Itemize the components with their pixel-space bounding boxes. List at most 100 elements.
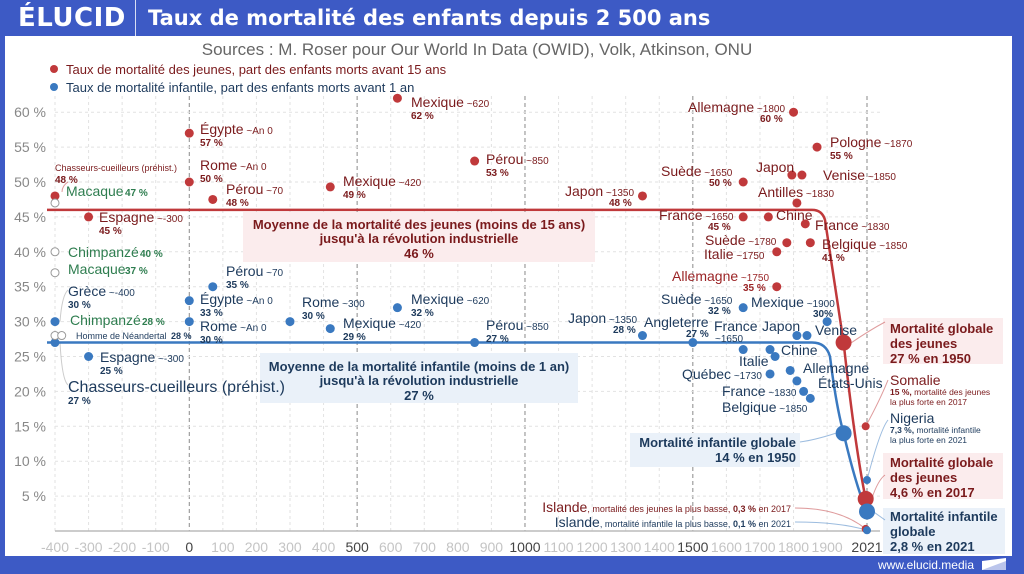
youth-point (637, 191, 647, 201)
point-value-label: 37 % (125, 266, 148, 277)
point-label: Suède ~1650 (661, 163, 733, 179)
infant-point (50, 338, 60, 348)
point-label: Suède ~1780 (705, 232, 777, 248)
y-tick-label: 45 % (14, 209, 46, 225)
elucid-logo: ÉLUCID (18, 3, 126, 33)
x-tick-label: 400 (312, 539, 336, 555)
point-label: Pérou ~70 (226, 181, 284, 197)
infant-point (802, 331, 812, 341)
point-label: Macaque (68, 261, 126, 277)
infant-point (84, 352, 94, 361)
point-value-label: 32 % (411, 308, 434, 319)
infant-point (285, 317, 295, 327)
x-tick-label: -400 (41, 539, 69, 555)
infant-point (859, 503, 875, 520)
infant-point (770, 352, 780, 361)
point-date-label: ~1650 (715, 334, 744, 345)
x-tick-label: 0 (185, 539, 193, 555)
x-tick-label: -300 (75, 539, 103, 555)
leader-hunter-infant (59, 342, 69, 386)
point-label: Pérou ~850 (486, 151, 549, 167)
youth-point (325, 182, 335, 192)
youth-point (787, 170, 797, 180)
point-label: Espagne ~-300 (99, 209, 183, 225)
x-tick-label: -200 (108, 539, 136, 555)
youth-point (857, 490, 874, 507)
infant-point (208, 282, 218, 292)
point-value-label: 50 % (200, 174, 223, 185)
point-label: Mexique ~620 (411, 291, 490, 307)
youth-1950-box (883, 318, 1003, 364)
x-tick-label: 600 (379, 539, 403, 555)
nigeria-note: 7,3 %, mortalité infantile (890, 425, 981, 435)
point-value-label: 47 % (125, 188, 148, 199)
infant-average-box (260, 353, 578, 403)
infant-point (822, 317, 832, 327)
point-label: Japon ~1350 (565, 183, 634, 199)
point-value-label: 32 % (708, 306, 731, 317)
infant-point (765, 369, 775, 379)
point-label: Pologne ~1870 (830, 134, 913, 150)
x-tick-label: 900 (480, 539, 504, 555)
header-divider (135, 0, 136, 36)
footer-url[interactable]: www.elucid.media (877, 558, 974, 572)
infant-point (184, 296, 194, 306)
point-value-label: 62 % (411, 111, 434, 122)
infant-point (470, 338, 480, 348)
point-label: Italie ~1750 (704, 246, 765, 262)
infant-point (637, 331, 647, 341)
youth-point (470, 156, 480, 166)
youth-average-title: Moyenne de la mortalité des jeunes (moin… (253, 217, 585, 232)
point-label: Belgique ~1850 (722, 399, 808, 415)
x-tick-label: 1900 (812, 539, 843, 555)
leader-islande-youth (794, 507, 866, 530)
point-label: Égypte ~An 0 (200, 291, 273, 307)
infant-point (765, 345, 775, 355)
youth-1950-annotation: Mortalité globale (890, 321, 993, 336)
infant-1950-annotation: Mortalité infantile globale (639, 435, 796, 450)
primate-point (50, 268, 60, 278)
youth-point (772, 247, 782, 257)
point-value-label: 48 % (55, 175, 78, 186)
point-label: Mexique ~1900 (751, 294, 835, 310)
point-label: Pérou ~850 (486, 317, 549, 333)
y-tick-label: 30 % (14, 314, 46, 330)
sources-line: Sources : M. Roser pour Our World In Dat… (0, 40, 1024, 60)
youth-point (208, 194, 218, 204)
infant-2021-annotation: globale (890, 524, 936, 539)
point-label: Pérou ~70 (226, 263, 284, 279)
x-tick-label: 1100 (543, 539, 573, 555)
point-label: France ~1650 (659, 207, 734, 223)
y-tick-label: 35 % (14, 279, 46, 295)
point-value-label: 49 % (343, 190, 366, 201)
infant-1950-box (630, 433, 800, 467)
chart-panel (5, 36, 1012, 556)
infant-point (785, 365, 795, 375)
infant-1950-annotation: 14 % en 1950 (715, 450, 796, 465)
legend-youth-label: Taux de mortalité des jeunes, part des e… (66, 62, 447, 77)
data-points (50, 93, 875, 535)
leader-infant-1950 (799, 432, 836, 443)
y-tick-label: 50 % (14, 174, 46, 190)
youth-point (861, 422, 870, 431)
point-value-label: 30 % (302, 311, 325, 322)
infant-point (792, 376, 802, 386)
point-label: Chine (781, 342, 818, 358)
point-value-label: 41 % (822, 253, 845, 264)
point-value-label: 35 % (226, 280, 249, 291)
youth-point (782, 238, 792, 248)
point-label: Japon ~1350 (568, 310, 637, 326)
point-label: Venise ~1850 (823, 167, 896, 183)
primate-point (50, 247, 60, 257)
youth-2017-annotation: des jeunes (890, 470, 957, 485)
x-tick-label: 1600 (711, 539, 742, 555)
point-value-label: 50 % (709, 178, 732, 189)
point-label: Macaque (66, 183, 124, 199)
point-label: Égypte ~An 0 (200, 121, 273, 137)
islande-infant-label: Islande, mortalité infantile la plus bas… (555, 514, 791, 530)
youth-2017-annotation: Mortalité globale (890, 455, 993, 470)
trend-lines (47, 208, 869, 512)
point-label: Chimpanzé (70, 312, 141, 328)
youth-point (184, 177, 194, 187)
